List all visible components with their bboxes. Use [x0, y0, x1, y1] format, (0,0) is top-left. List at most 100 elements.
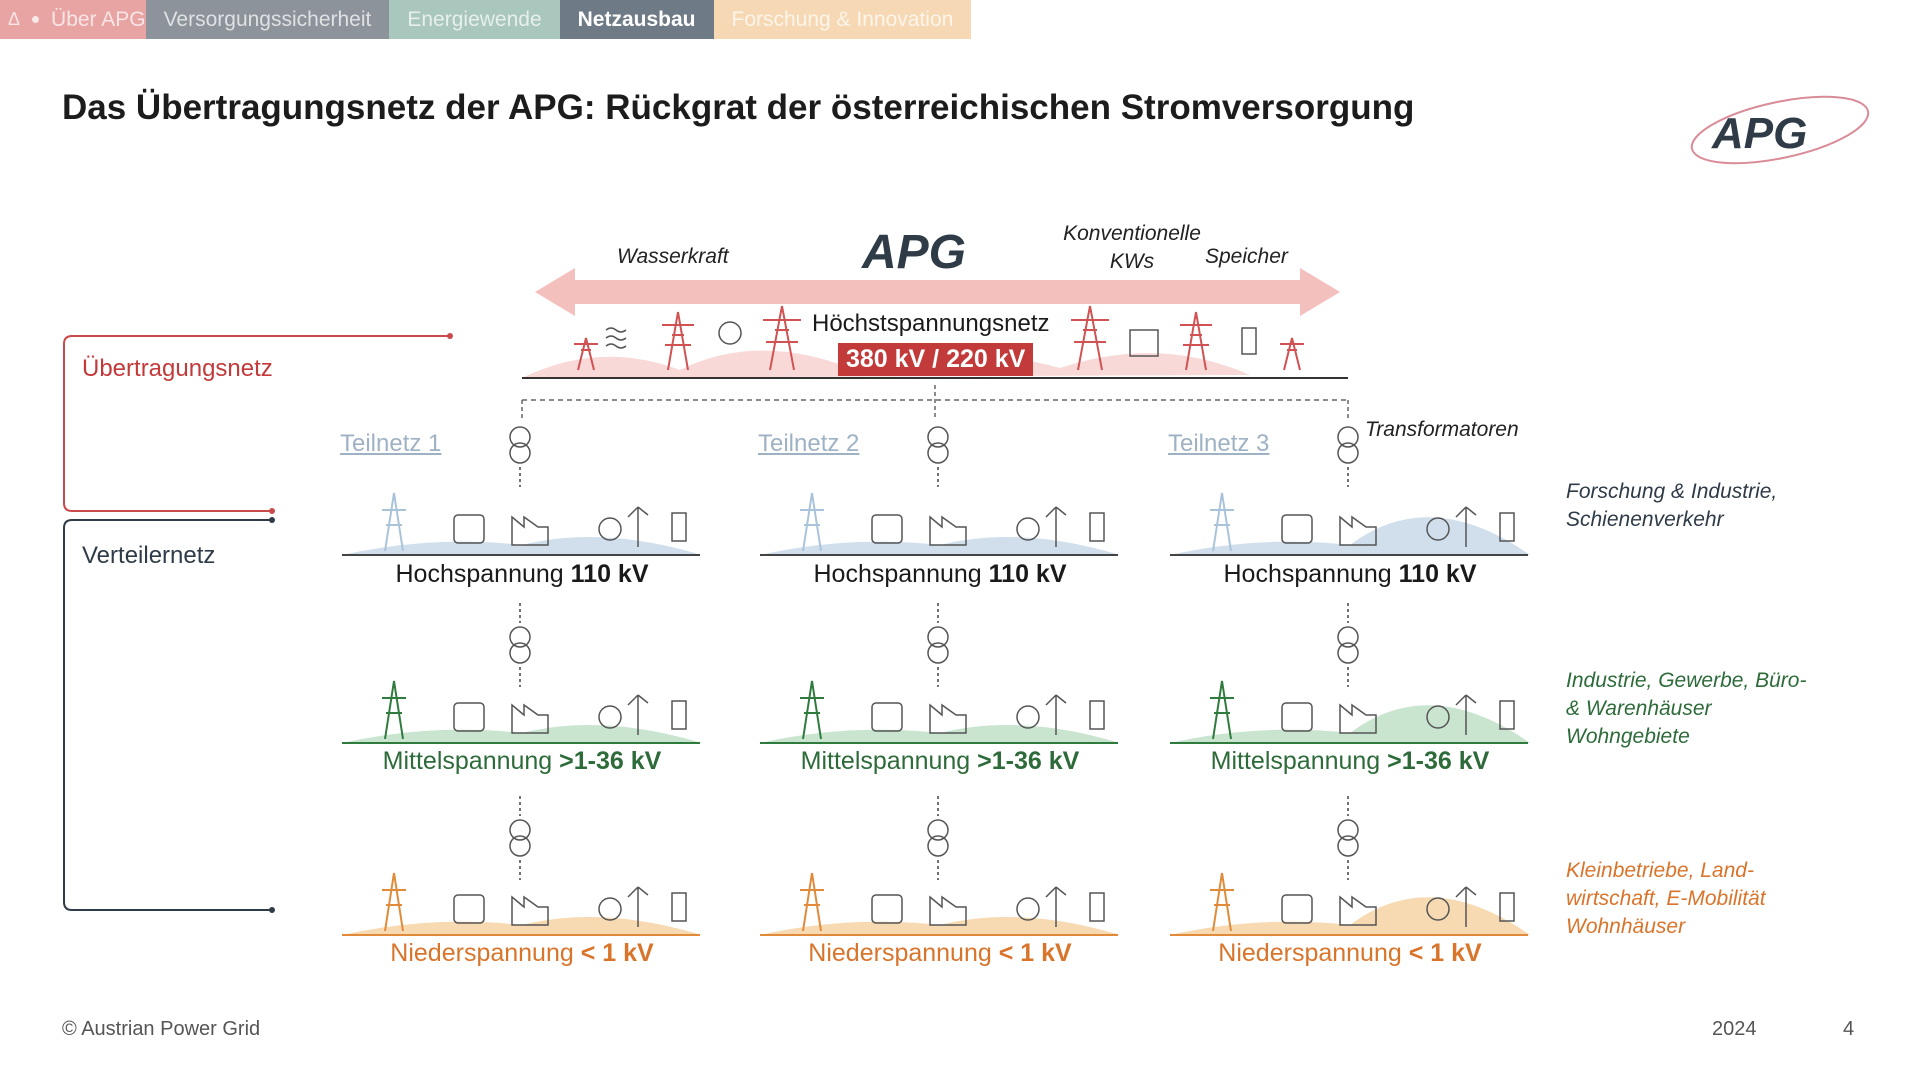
power-plant-icon: [1129, 329, 1159, 357]
wind-turbine-icon: [1045, 694, 1067, 735]
landscape-hill: [1170, 897, 1530, 935]
label-speicher: Speicher: [1205, 245, 1288, 268]
apg-center-logo: APG: [861, 226, 966, 279]
factory-icon: [929, 703, 967, 734]
train-icon: [453, 514, 485, 544]
power-tower-icon: [382, 872, 406, 932]
landscape-hill: [1170, 705, 1530, 743]
landscape-hill: [760, 725, 1120, 743]
house-icon: [453, 702, 485, 732]
power-tower-icon: [382, 680, 406, 740]
teilnetz-1[interactable]: Teilnetz 1: [340, 430, 442, 457]
factory-icon: [929, 895, 967, 926]
label-verteilernetz: Verteilernetz: [82, 542, 216, 569]
footer-page-number: 4: [1843, 1018, 1855, 1040]
solar-sun-icon: [1426, 897, 1450, 921]
level-name: Hochspannung: [395, 560, 571, 588]
house-icon: [871, 894, 903, 924]
transformer-icon: [509, 626, 531, 648]
battery-icon: [1241, 327, 1257, 355]
transformer-icon: [927, 819, 949, 841]
level-kv: < 1 kV: [1408, 939, 1482, 967]
nav-tab-netzausbau[interactable]: Netzausbau: [559, 0, 714, 39]
label-transformatoren: Transformatoren: [1365, 418, 1519, 441]
note-niederspannung: Kleinbetriebe, Land-wirtschaft, E-Mobili…: [1566, 859, 1766, 938]
nav-tab-ueber-apg[interactable]: Über APG: [51, 8, 146, 31]
level-name: Hochspannung: [813, 560, 989, 588]
level-kv: 110 kV: [988, 560, 1067, 588]
solar-sun-icon: [1426, 705, 1450, 729]
delta-icon: Δ: [8, 9, 21, 29]
transformer-icon: [509, 642, 531, 664]
level-kv: < 1 kV: [998, 939, 1072, 967]
label-uebertragungsnetz: Übertragungsnetz: [82, 355, 273, 382]
transformer-icon: [927, 835, 949, 857]
solar-sun-icon: [1016, 705, 1040, 729]
footer-copyright: © Austrian Power Grid: [62, 1018, 261, 1040]
level-label-nieder: Niederspannung < 1 kV: [1170, 939, 1530, 968]
factory-icon: [1339, 515, 1377, 546]
power-tower-icon: [800, 872, 824, 932]
power-tower-icon: [1210, 492, 1234, 552]
level-kv: 110 kV: [1398, 560, 1477, 588]
nav-tab-forschung[interactable]: Forschung & Innovation: [713, 0, 972, 39]
battery-icon: [1089, 892, 1105, 922]
level-name: Hochspannung: [1223, 560, 1399, 588]
factory-icon: [1339, 895, 1377, 926]
train-icon: [871, 514, 903, 544]
factory-icon: [511, 895, 549, 926]
nav-tab-versorgungssicherheit[interactable]: Versorgungssicherheit: [145, 0, 390, 39]
nav-tab-energiewende[interactable]: Energiewende: [389, 0, 560, 39]
solar-sun-icon: [598, 897, 622, 921]
nav-home[interactable]: Δ Über APG: [0, 0, 146, 39]
transformer-icon: [927, 426, 949, 448]
factory-icon: [511, 515, 549, 546]
teilnetz-3[interactable]: Teilnetz 3: [1168, 430, 1270, 457]
hoechst-kv-badge: 380 kV / 220 kV: [838, 343, 1034, 376]
transformer-icon: [927, 442, 949, 464]
wind-turbine-icon: [627, 886, 649, 927]
battery-icon: [671, 512, 687, 542]
landscape-hill: [342, 537, 702, 555]
landscape-hill: [342, 917, 702, 935]
power-tower-icon: [800, 492, 824, 552]
transformer-icon: [927, 642, 949, 664]
solar-sun-icon: [1016, 517, 1040, 541]
label-wasserkraft: Wasserkraft: [617, 245, 729, 268]
solar-sun-icon: [1016, 897, 1040, 921]
transformer-icon: [1337, 835, 1359, 857]
transformer-icon: [927, 626, 949, 648]
nav-dot-icon: [32, 16, 40, 23]
transformer-icon: [509, 426, 531, 448]
level-kv: < 1 kV: [580, 939, 654, 967]
solar-sun-icon: [598, 517, 622, 541]
wind-turbine-icon: [1455, 886, 1477, 927]
apg-logo: APG: [1690, 95, 1870, 165]
solar-sun-icon: [598, 705, 622, 729]
label-konventionelle: Konventionelle KWs: [1063, 222, 1201, 273]
teilnetz-2[interactable]: Teilnetz 2: [758, 430, 860, 457]
wave-icon: [605, 327, 627, 349]
battery-icon: [1499, 700, 1515, 730]
power-tower-icon: [1210, 872, 1234, 932]
level-label-hoch: Hochspannung 110 kV: [342, 560, 702, 589]
uebertragung-bracket: [63, 335, 450, 512]
battery-icon: [1089, 700, 1105, 730]
level-name: Mittelspannung: [1210, 747, 1388, 775]
house-icon: [871, 702, 903, 732]
transmission-arrow: [535, 268, 1340, 316]
train-icon: [1281, 514, 1313, 544]
battery-icon: [671, 892, 687, 922]
factory-icon: [511, 703, 549, 734]
note-hochspannung: Forschung & Industrie, Schienenverkehr: [1566, 480, 1778, 531]
transformer-icon: [1337, 442, 1359, 464]
transformer-icon: [1337, 642, 1359, 664]
landscape-hill: [760, 537, 1120, 555]
level-label-hoch: Hochspannung 110 kV: [760, 560, 1120, 589]
solar-sun-icon: [1426, 517, 1450, 541]
note-mittelspannung: Industrie, Gewerbe, Büro- & Warenhäuser …: [1566, 669, 1807, 748]
svg-text:APG: APG: [1711, 109, 1807, 158]
power-tower-icon: [1210, 680, 1234, 740]
wind-turbine-icon: [1455, 506, 1477, 547]
landscape-hill: [342, 725, 702, 743]
